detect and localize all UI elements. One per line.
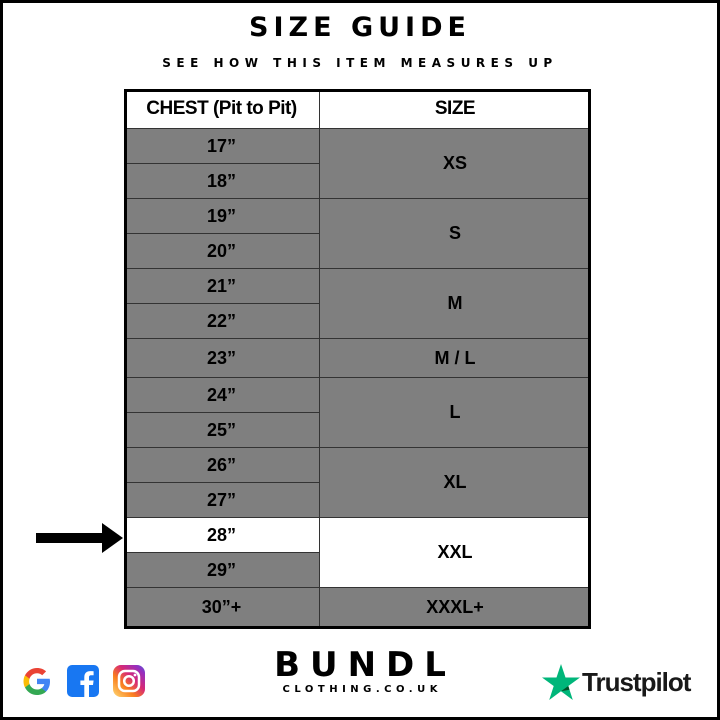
page-subtitle: SEE HOW THIS ITEM MEASURES UP [162,56,558,70]
chest-cell: 18” [124,164,320,199]
size-table: CHEST (Pit to Pit) SIZE 17” 18” 19” 20” 21” 2… [124,89,591,629]
chest-cell: 26” [124,448,320,483]
size-cell: XL [320,448,591,518]
chest-cell: 27” [124,483,320,518]
chest-cell: 19” [124,199,320,234]
chest-cell: 21” [124,269,320,304]
chest-cell: 17” [124,129,320,164]
header-chest: CHEST (Pit to Pit) [124,89,320,129]
chest-cell: 23” [124,339,320,378]
google-icon[interactable] [20,664,54,698]
chest-cell: 20” [124,234,320,269]
size-cell: XXXL+ [320,588,591,628]
brand-name: BUNDL [274,645,456,685]
arrow-right-icon [36,523,123,553]
size-cell: L [320,378,591,448]
chest-cell: 29” [124,553,320,588]
chest-cell: 25” [124,413,320,448]
size-cell: XS [320,129,591,199]
size-cell: M / L [320,339,591,378]
chest-cell: 24” [124,378,320,413]
size-cell: XXL [320,518,591,588]
brand-logo: BUNDL CLOTHING.CO.UK [270,646,450,695]
header-size: SIZE [320,89,591,129]
page-title: SIZE GUIDE [249,12,471,43]
size-cell: M [320,269,591,339]
facebook-icon[interactable] [66,664,100,698]
chest-cell: 28” [124,518,320,553]
size-cell: S [320,199,591,269]
trustpilot-logo[interactable]: Trustpilot [542,664,691,700]
trustpilot-star-icon [542,664,580,700]
trustpilot-text: Trustpilot [582,666,691,697]
instagram-icon[interactable] [112,664,146,698]
brand-url: CLOTHING.CO.UK [282,684,442,695]
chest-cell: 30”+ [124,588,320,628]
chest-cell: 22” [124,304,320,339]
